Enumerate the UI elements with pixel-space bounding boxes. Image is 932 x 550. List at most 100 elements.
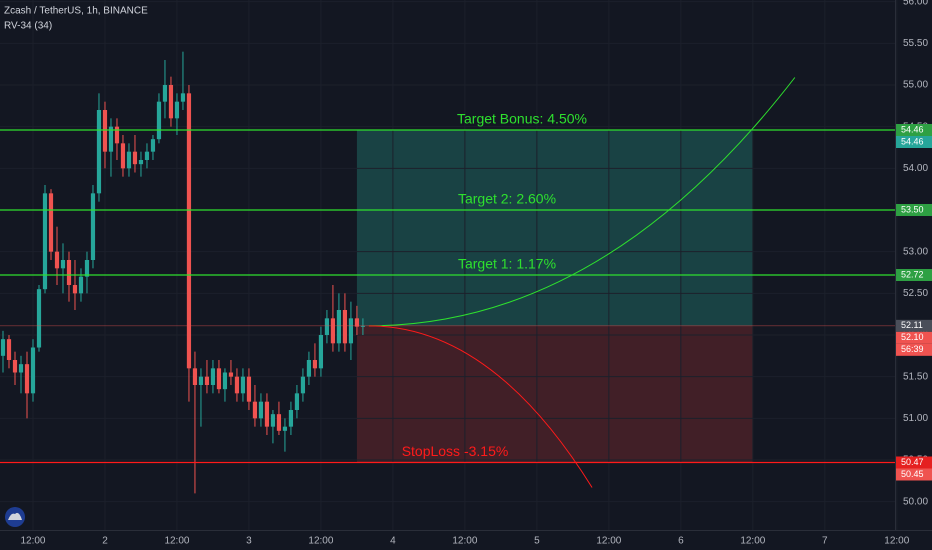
candle-body: [162, 85, 168, 102]
candle-body: [24, 364, 30, 394]
candle-body: [354, 318, 360, 327]
y-tick-label: 55.00: [903, 80, 928, 91]
price-label-bg: [896, 331, 932, 344]
candle-body: [138, 160, 144, 165]
price-label: 52.10: [901, 332, 924, 342]
price-label-bg: [896, 269, 932, 281]
candle-body: [120, 143, 126, 169]
price-label: 50.47: [901, 457, 924, 467]
candle-body: [330, 318, 336, 344]
candle-body: [294, 393, 300, 410]
candle-body: [78, 276, 84, 294]
candle-body: [246, 376, 252, 402]
x-tick-label: 12:00: [596, 536, 621, 547]
candle-body: [96, 110, 102, 194]
candle-body: [264, 401, 270, 427]
price-label: 54.46: [901, 136, 924, 146]
candle-body: [60, 260, 66, 269]
x-tick-label: 4: [390, 536, 396, 547]
y-tick-label: 52.50: [903, 288, 928, 299]
candle-body: [168, 85, 174, 119]
candle-body: [126, 151, 132, 169]
x-tick-label: 7: [822, 536, 828, 547]
level-label: StopLoss -3.15%: [402, 443, 509, 459]
candle-body: [192, 368, 198, 385]
x-tick-label: 12:00: [452, 536, 477, 547]
y-tick-label: 50.00: [903, 496, 928, 507]
candle-body: [300, 376, 306, 394]
candle-body: [114, 126, 120, 144]
level-label: Target 2: 2.60%: [458, 191, 556, 207]
x-tick-label: 12:00: [308, 536, 333, 547]
candle-body: [282, 426, 288, 431]
countdown: 56:39: [901, 344, 924, 354]
candle-body: [240, 376, 246, 394]
projection-curve: [368, 325, 593, 488]
candle-body: [228, 372, 234, 377]
candle-body: [252, 401, 258, 419]
indicator-name: RV-34 (34): [4, 21, 52, 32]
y-tick-label: 53.00: [903, 246, 928, 257]
candle-body: [342, 310, 348, 344]
candle-body: [72, 285, 78, 294]
candle-body: [360, 325, 366, 327]
candle-body: [210, 368, 216, 385]
candle-body: [234, 376, 240, 394]
loss-zone: [356, 325, 753, 463]
countdown-bg: [896, 343, 932, 356]
x-tick-label: 12:00: [20, 536, 45, 547]
candle-body: [174, 101, 180, 119]
price-label: 52.72: [901, 269, 924, 279]
x-tick-label: 12:00: [164, 536, 189, 547]
candle-body: [204, 376, 210, 385]
candle-body: [144, 151, 150, 160]
candle-body: [6, 339, 12, 360]
price-label-bg: [896, 319, 932, 332]
candle-body: [336, 310, 342, 344]
candle-body: [18, 364, 24, 373]
projection-curve: [368, 77, 796, 327]
price-label: 52.11: [901, 320, 923, 330]
price-label: 54.46: [901, 124, 924, 134]
x-tick-label: 12:00: [740, 536, 765, 547]
price-label-bg: [896, 204, 932, 216]
candle-body: [180, 93, 186, 102]
candle-body: [348, 318, 354, 344]
candle-body: [222, 372, 228, 390]
profit-zone: [356, 130, 753, 326]
price-label: 53.50: [901, 204, 924, 214]
y-tick-label: 54.00: [903, 163, 928, 174]
candle-body: [150, 139, 156, 152]
x-tick-label: 5: [534, 536, 540, 547]
level-label: Target Bonus: 4.50%: [457, 111, 587, 127]
y-tick-label: 51.00: [903, 413, 928, 424]
price-label-bg: [896, 456, 932, 469]
candle-body: [288, 410, 294, 427]
price-label-bg: [896, 124, 932, 136]
x-tick-label: 6: [678, 536, 684, 547]
candle-body: [132, 151, 138, 165]
price-label: 50.45: [901, 469, 924, 479]
candle-body: [324, 318, 330, 335]
x-tick-label: 12:00: [884, 536, 909, 547]
candle-body: [90, 193, 96, 260]
price-label-bg: [896, 136, 932, 148]
candle-body: [42, 193, 48, 290]
candle-body: [84, 260, 90, 277]
y-tick-label: 56.00: [903, 0, 928, 7]
candle-body: [216, 368, 222, 390]
x-tick-label: 3: [246, 536, 252, 547]
y-tick-label: 55.50: [903, 38, 928, 49]
level-label: Target 1: 1.17%: [458, 256, 556, 272]
candle-body: [156, 101, 162, 140]
candle-body: [198, 376, 204, 385]
candle-body: [0, 339, 6, 356]
price-label-bg: [896, 468, 932, 481]
candle-body: [66, 260, 72, 285]
candle-body: [108, 126, 114, 152]
candle-body: [48, 193, 54, 252]
candle-body: [30, 347, 36, 394]
candle-body: [318, 335, 324, 369]
candle-body: [186, 93, 192, 369]
